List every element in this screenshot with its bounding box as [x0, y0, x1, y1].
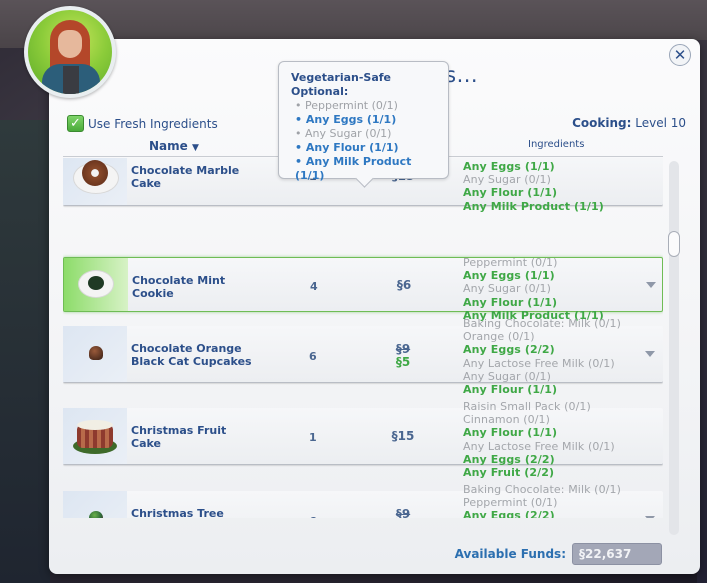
fresh-ingredients-toggle[interactable]: ✓ Use Fresh Ingredients [67, 115, 218, 132]
ingredient-list: Baking Chocolate: Milk (0/1) Peppermint … [463, 483, 621, 518]
column-header-ingredients: Ingredients [528, 139, 585, 150]
recipe-price: §9 §5 [388, 343, 418, 369]
ingredient-tooltip: Vegetarian-Safe Optional: • Peppermint (… [278, 61, 449, 182]
recipe-price: §6 [396, 278, 412, 292]
scrollbar[interactable] [668, 161, 680, 535]
available-funds-value: §22,637 [572, 543, 662, 565]
bundt-cake-icon [82, 160, 108, 186]
recipe-quantity: 4 [310, 280, 318, 293]
avatar [28, 10, 112, 94]
cooking-skill-level: Level 10 [635, 116, 686, 130]
recipe-row-chocolate-mint-cookie[interactable]: Chocolate Mint Cookie 4 §6 [63, 257, 663, 312]
sort-descending-icon: ▼ [191, 143, 199, 153]
recipe-thumbnail [64, 258, 128, 311]
recipe-thumbnail [63, 326, 127, 382]
recipe-price: §9 §5 [388, 507, 418, 519]
cupcake-icon [89, 346, 103, 360]
scrollbar-thumb[interactable] [668, 231, 680, 257]
background-scene-left [0, 120, 50, 583]
recipe-quantity: 6 [309, 350, 317, 363]
recipe-quantity: 1 [309, 431, 317, 444]
tooltip-item: • Any Eggs (1/1) [295, 113, 397, 126]
ingredient-list: Raisin Small Pack (0/1) Cinnamon (0/1) A… [463, 400, 615, 480]
expand-arrow-icon[interactable] [646, 282, 656, 288]
recipe-name: Chocolate Mint Cookie [132, 274, 226, 300]
expand-arrow-icon[interactable] [645, 351, 655, 357]
recipe-thumbnail [63, 491, 127, 518]
ingredient-list: Baking Chocolate: Milk (0/1) Orange (0/1… [463, 317, 621, 397]
mint-cookie-icon [88, 276, 104, 290]
expand-arrow-icon[interactable] [645, 516, 655, 518]
recipe-price: §15 [391, 429, 415, 443]
recipe-name: Chocolate Marble Cake [131, 164, 240, 190]
recipe-thumbnail [63, 158, 127, 205]
recipe-name: Chocolate Orange Black Cat Cupcakes [131, 342, 252, 368]
column-header-name[interactable]: Name ▼ [149, 139, 199, 153]
recipe-thumbnail [63, 408, 127, 464]
cooking-skill-label: Cooking: [572, 116, 632, 130]
ingredient-list: Any Eggs (1/1) Any Sugar (0/1) Any Flour… [463, 160, 604, 213]
cook-dialog: ✕ Cook Cupcakes... ✓ Use Fresh Ingredien… [49, 39, 700, 574]
ingredient-list: Peppermint (0/1) Any Eggs (1/1) Any Suga… [463, 256, 604, 322]
tooltip-item: • Any Milk Product (1/1) [295, 155, 412, 182]
background-scene-right [697, 40, 707, 583]
tooltip-item: • Any Flour (1/1) [295, 141, 399, 154]
recipe-quantity: 6 [309, 515, 317, 518]
recipe-name: Christmas TreeCupcakes [131, 507, 224, 518]
cupcake-icon [89, 511, 103, 518]
recipe-row-christmas-fruit-cake[interactable]: Christmas Fruit Cake 1 §15 [63, 408, 663, 465]
close-icon: ✕ [673, 45, 687, 64]
tooltip-item: • Peppermint (0/1) [295, 99, 398, 112]
tooltip-subtitle: Optional: [291, 85, 349, 98]
discounted-price: §5 [395, 355, 411, 369]
fresh-ingredients-label: Use Fresh Ingredients [88, 116, 218, 131]
original-price: §9 [395, 342, 411, 356]
available-funds-label: Available Funds: [454, 547, 566, 561]
cooking-skill: Cooking: Level 10 [572, 116, 686, 130]
recipe-row-christmas-tree-cupcakes[interactable]: Christmas TreeCupcakes 6 §9 §5 [63, 491, 663, 518]
checkbox-checked-icon[interactable]: ✓ [67, 115, 84, 132]
recipe-row-chocolate-orange-black-cat-cupcakes[interactable]: Chocolate Orange Black Cat Cupcakes 6 §9 … [63, 326, 663, 383]
tooltip-item: • Any Sugar (0/1) [295, 127, 392, 140]
close-button[interactable]: ✕ [669, 44, 691, 66]
original-price: §9 [395, 507, 411, 519]
tooltip-title: Vegetarian-Safe [291, 71, 391, 84]
available-funds: Available Funds: §22,637 [455, 543, 662, 565]
recipe-name: Christmas Fruit Cake [131, 424, 227, 450]
sim-portrait [24, 6, 116, 98]
